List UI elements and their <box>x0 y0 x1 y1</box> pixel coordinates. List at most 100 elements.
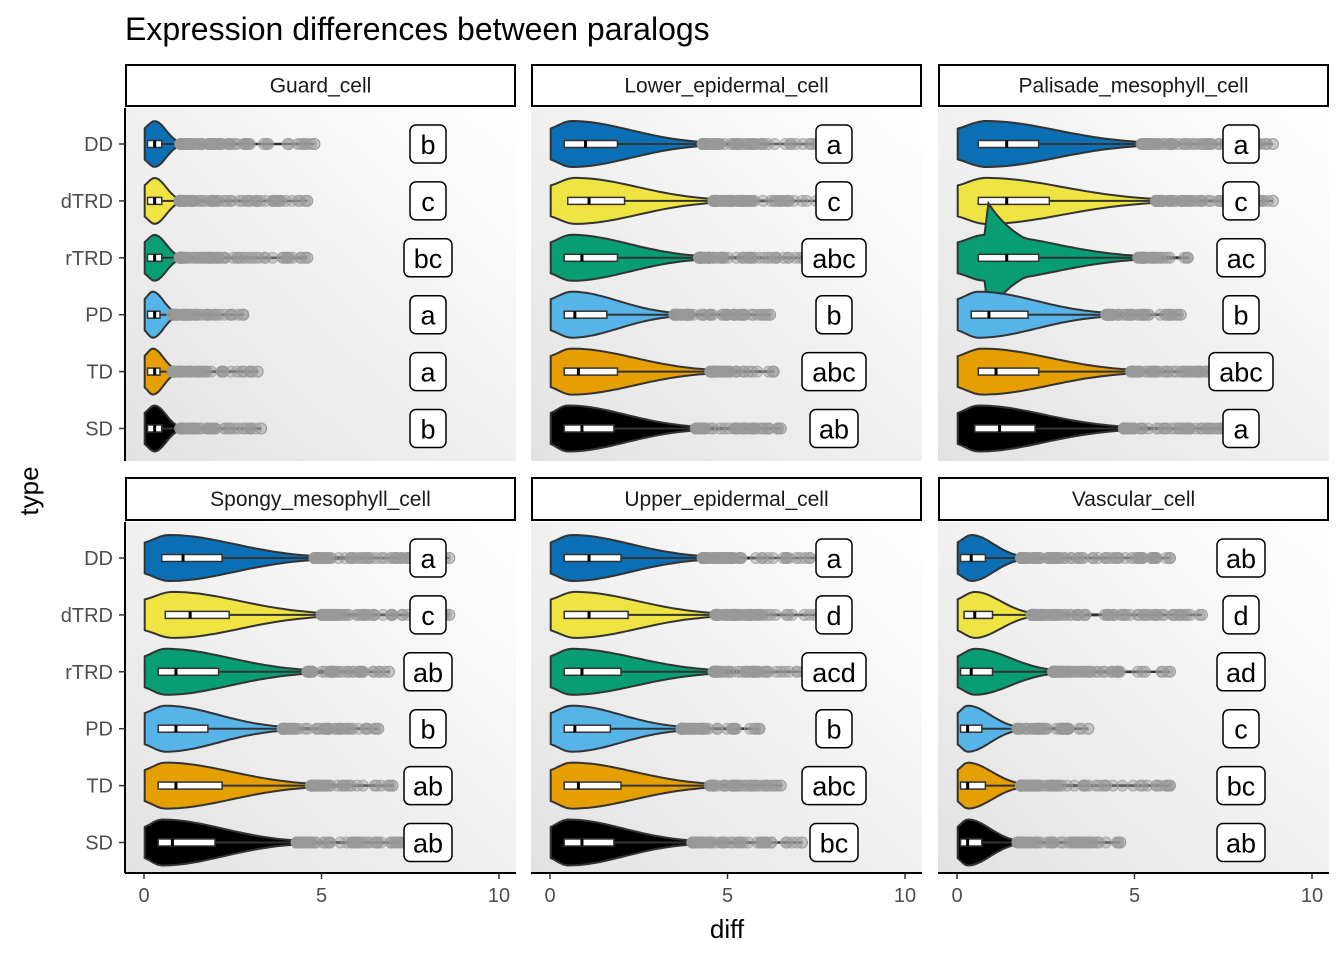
outlier-point <box>175 365 188 378</box>
outlier-point <box>350 608 363 621</box>
y-tick-label: SD <box>85 833 113 855</box>
outlier-point <box>308 138 321 150</box>
significance-letter: bc <box>820 829 849 859</box>
outlier-point <box>1055 722 1068 735</box>
x-tick-label: 10 <box>488 885 510 907</box>
violin-group: TD a <box>86 347 447 396</box>
significance-letter: a <box>826 544 842 574</box>
outlier-point <box>798 552 811 564</box>
outlier-point <box>748 251 761 264</box>
y-tick-label: dTRD <box>61 605 113 627</box>
y-tick-label: PD <box>85 719 113 741</box>
violin-group: DD a <box>84 533 456 583</box>
x-tick-label: 5 <box>722 885 733 907</box>
violin-group: a <box>549 119 853 169</box>
iqr-box <box>974 424 1036 433</box>
outlier-point <box>291 138 304 150</box>
outlier-point <box>334 608 347 621</box>
outlier-point <box>774 422 787 435</box>
y-tick-label: DD <box>84 134 113 156</box>
outlier-point <box>242 194 255 207</box>
outlier-point <box>751 365 764 378</box>
outlier-point <box>689 722 702 735</box>
outlier-point <box>169 365 182 378</box>
outlier-points <box>1046 665 1176 678</box>
iqr-box <box>157 781 223 790</box>
significance-letter-box <box>403 765 453 806</box>
outlier-point <box>1196 138 1209 150</box>
violin-group: ab <box>549 404 859 453</box>
outlier-point <box>749 552 762 564</box>
outlier-point <box>720 608 733 621</box>
outlier-points <box>686 836 809 849</box>
outlier-point <box>208 308 221 321</box>
significance-letter-box <box>1216 538 1266 578</box>
outlier-point <box>1173 608 1186 621</box>
outlier-point <box>720 194 733 207</box>
outlier-point <box>683 308 696 321</box>
outlier-point <box>1174 308 1187 321</box>
facet-strip <box>125 64 516 107</box>
outlier-point <box>1195 422 1208 435</box>
significance-letter-box <box>801 238 867 278</box>
violin-group: bc <box>956 761 1266 810</box>
outlier-point <box>723 365 736 378</box>
outlier-point <box>1164 665 1176 678</box>
x-tick-label: 0 <box>544 885 555 907</box>
outlier-point <box>203 138 216 150</box>
outlier-point <box>1164 138 1177 150</box>
significance-letter-box <box>409 351 447 392</box>
outlier-point <box>396 552 409 564</box>
iqr-box <box>959 553 987 563</box>
outlier-point <box>1077 779 1090 792</box>
y-tick-label: TD <box>86 362 113 384</box>
outlier-point <box>697 138 710 150</box>
significance-letter-box <box>801 652 867 692</box>
outlier-point <box>388 836 401 849</box>
outlier-point <box>382 665 395 678</box>
outlier-points <box>166 308 250 321</box>
facet-panel: Upper_epidermal_cell 0 5 10 ad acd b abc bc <box>531 477 922 907</box>
significance-letter: ab <box>819 415 849 445</box>
iqr-box <box>959 781 987 790</box>
outlier-points <box>1025 608 1208 621</box>
outlier-points <box>276 722 385 735</box>
outlier-point <box>1163 251 1176 264</box>
outlier-point <box>384 836 397 849</box>
significance-letter: c <box>1234 715 1248 745</box>
outlier-point <box>193 138 206 150</box>
significance-letter: abc <box>812 358 856 388</box>
violin-group: bc <box>549 818 859 867</box>
significance-letter: ac <box>1227 244 1256 274</box>
outlier-point <box>1018 836 1031 849</box>
outlier-point <box>1107 552 1120 564</box>
iqr-box <box>563 667 622 677</box>
outlier-point <box>680 308 693 321</box>
outlier-point <box>301 722 314 735</box>
significance-letter-box <box>409 708 447 749</box>
violin-group: ad <box>956 647 1266 696</box>
outlier-point <box>1060 722 1073 735</box>
outlier-point <box>236 194 249 207</box>
outlier-point <box>347 836 360 849</box>
outlier-point <box>225 308 238 321</box>
outlier-point <box>282 138 295 150</box>
outlier-point <box>1166 365 1179 378</box>
outlier-point <box>212 194 225 207</box>
significance-letter-box <box>409 181 447 221</box>
outlier-point <box>174 194 187 207</box>
outlier-point <box>298 722 311 735</box>
outlier-point <box>1065 552 1078 564</box>
outlier-points <box>709 608 833 621</box>
violin-group: ab <box>956 818 1266 867</box>
iqr-box <box>563 610 629 620</box>
outlier-point <box>301 665 314 678</box>
violin-group: c <box>956 176 1279 225</box>
outlier-point <box>260 138 273 150</box>
outlier-point <box>717 365 730 378</box>
outlier-point <box>716 251 729 264</box>
outlier-point <box>1184 608 1197 621</box>
outlier-point <box>774 665 787 678</box>
outlier-point <box>780 552 793 564</box>
outlier-point <box>1189 422 1202 435</box>
